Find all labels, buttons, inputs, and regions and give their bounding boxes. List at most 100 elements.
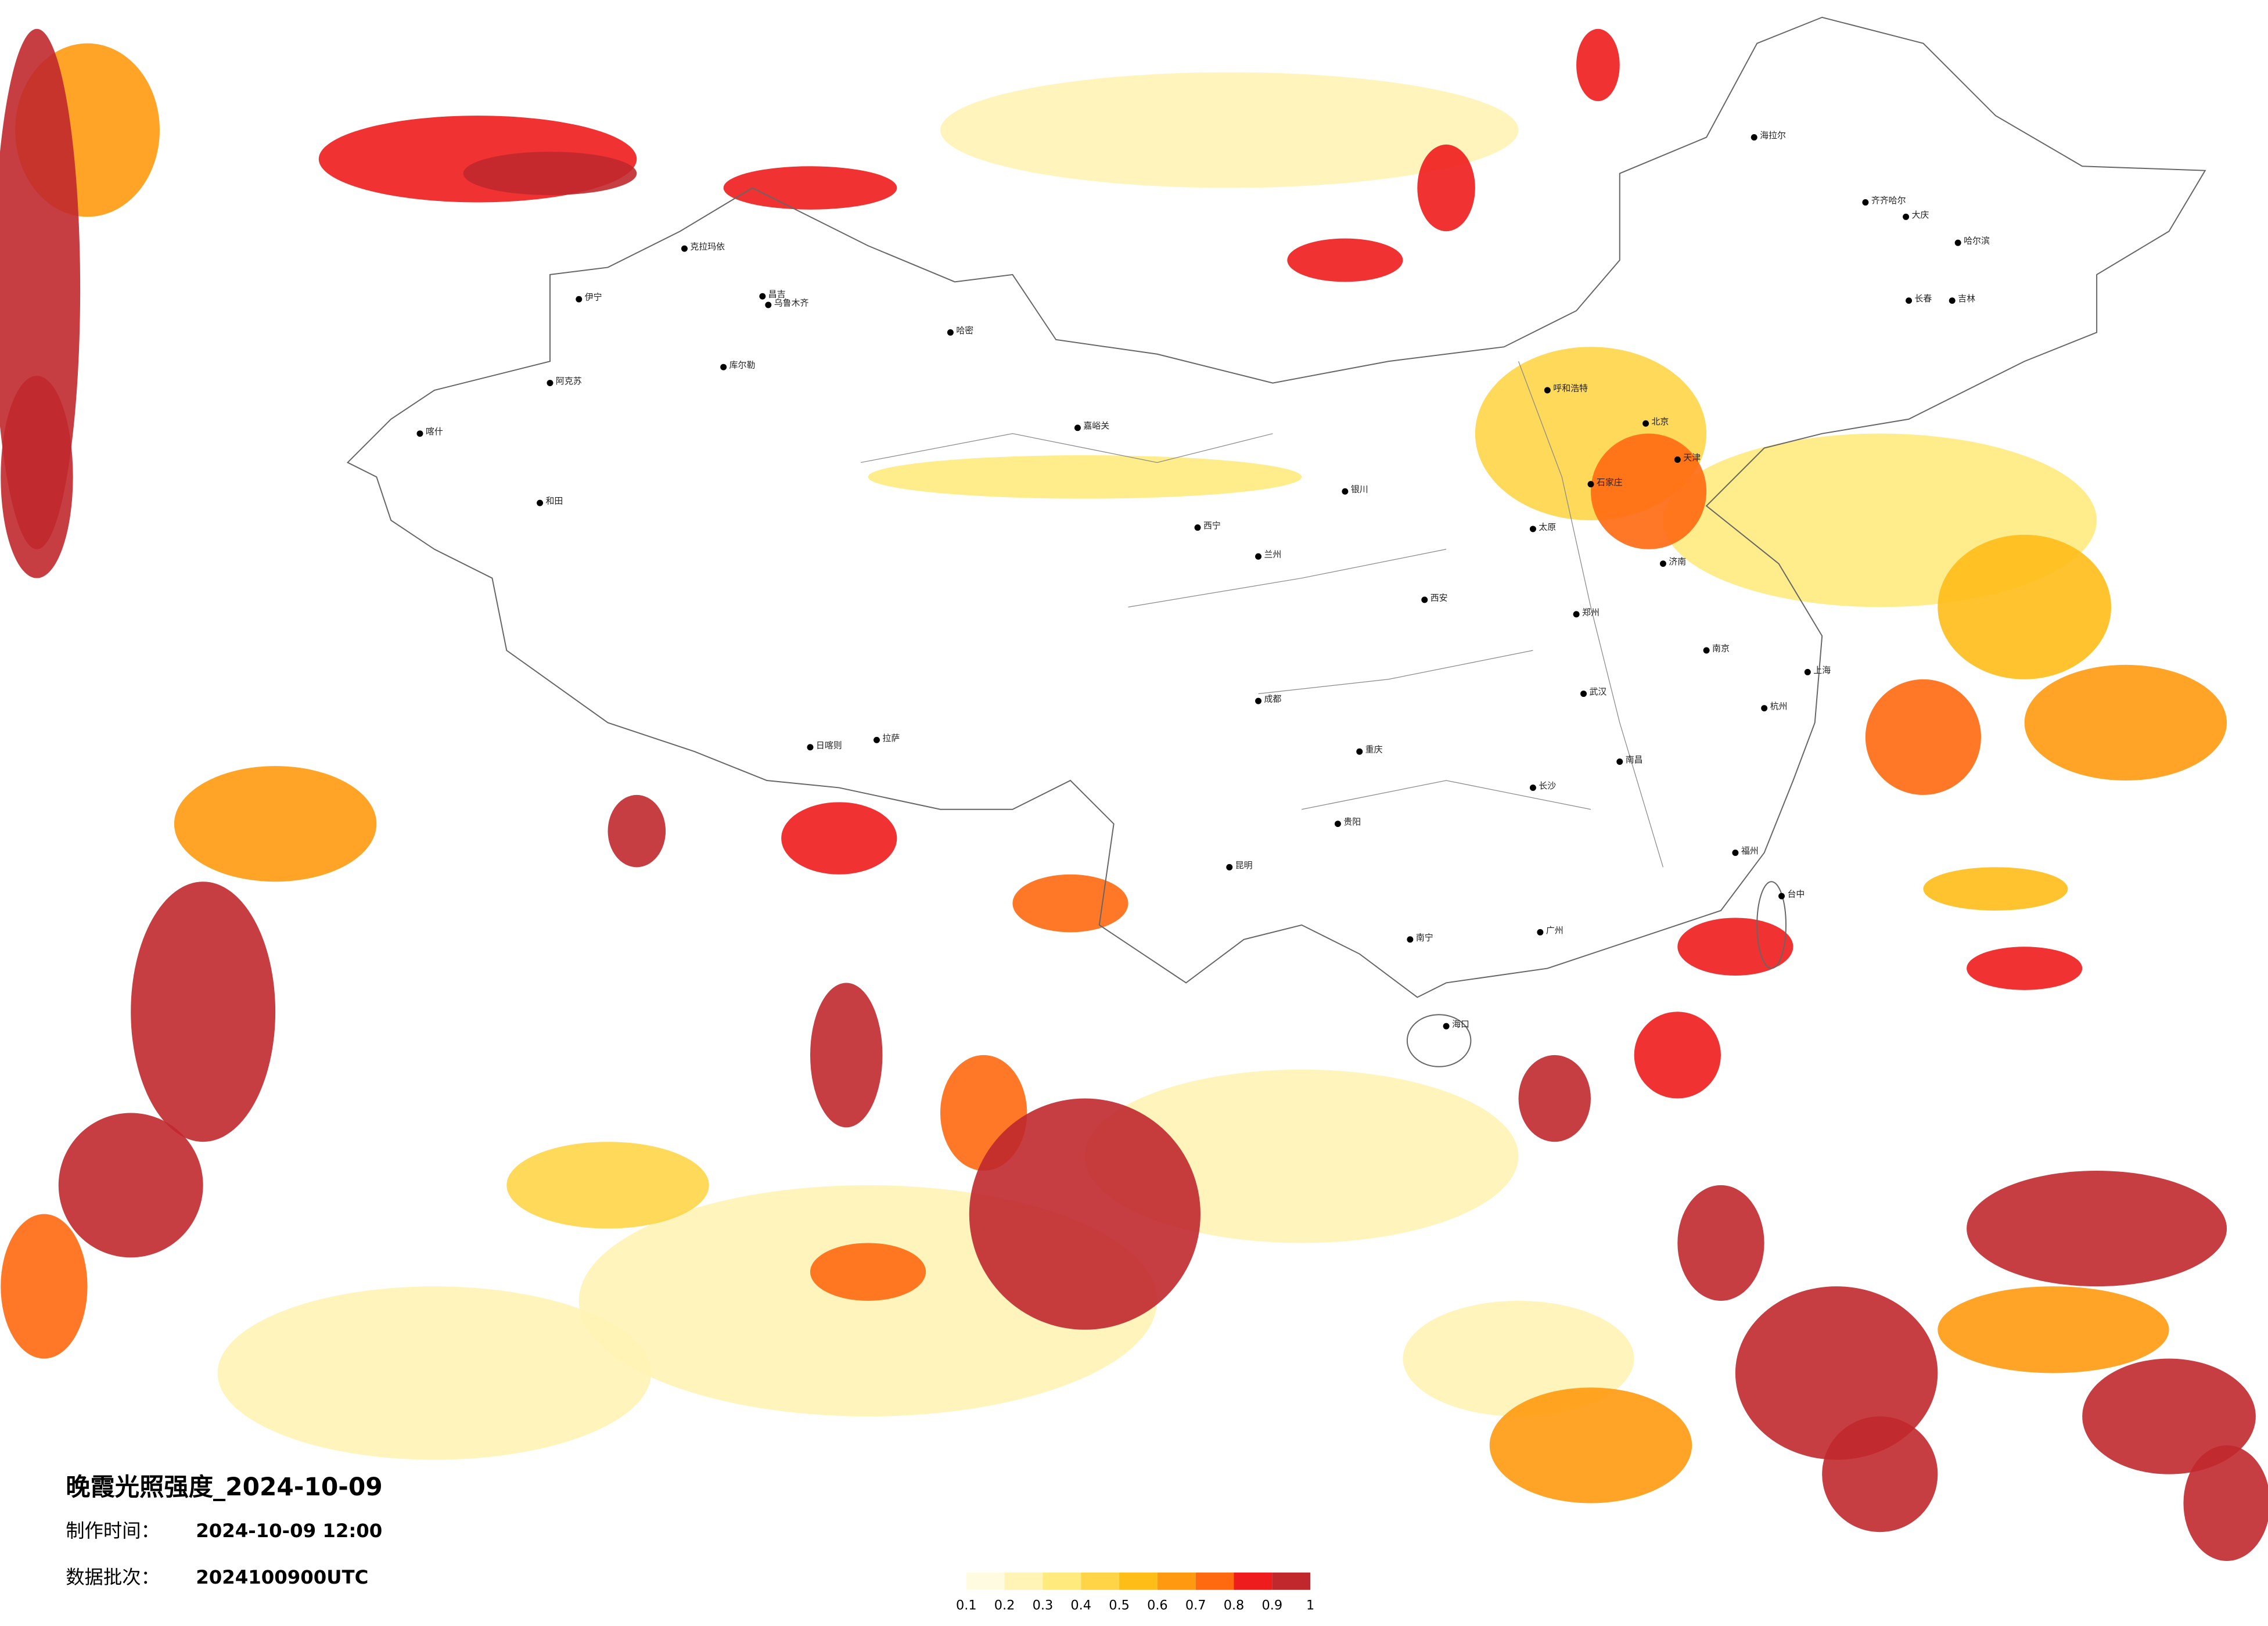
map-title: 晚霞光照强度_2024-10-09	[66, 1473, 382, 1501]
intensity-patch	[810, 1243, 926, 1301]
city-label: 北京	[1652, 416, 1669, 427]
city-dot	[1580, 690, 1587, 697]
intensity-patch	[1923, 867, 2068, 911]
city-dot	[416, 430, 423, 437]
legend-tick-label: 0.2	[994, 1598, 1015, 1613]
city-label: 南昌	[1626, 754, 1643, 765]
intensity-patch	[1518, 1055, 1591, 1142]
intensity-patch	[463, 152, 637, 195]
legend-tick-label: 0.3	[1033, 1598, 1054, 1613]
city-label: 库尔勒	[729, 360, 756, 370]
city-label: 大庆	[1912, 210, 1929, 220]
city-dot	[1226, 864, 1233, 870]
city-dot	[1342, 488, 1349, 495]
city-label: 哈尔滨	[1964, 236, 1990, 246]
city-label: 南宁	[1416, 932, 1433, 942]
intensity-patch	[1, 376, 73, 578]
city-label: 伊宁	[585, 292, 602, 303]
intensity-patch	[1938, 534, 2111, 679]
hainan-outline	[1406, 1014, 1472, 1067]
intensity-patch	[1634, 1012, 1721, 1099]
city-label: 哈密	[956, 325, 973, 336]
city-dot	[1529, 784, 1536, 791]
city-dot	[1537, 929, 1544, 936]
intensity-field	[0, 28, 2268, 1561]
city-label: 济南	[1669, 556, 1686, 567]
city-label: 齐齐哈尔	[1871, 195, 1906, 206]
city-dot	[537, 499, 544, 506]
city-label: 日喀则	[816, 740, 842, 750]
city-label: 上海	[1813, 665, 1831, 675]
made-time: 2024-10-09 12:00	[196, 1520, 382, 1542]
city-label: 拉萨	[882, 733, 900, 743]
country-border	[346, 16, 2206, 998]
city-dot	[1194, 524, 1201, 531]
legend-tick-label: 0.1	[956, 1598, 977, 1613]
city-dot	[1529, 526, 1536, 533]
city-label: 阿克苏	[556, 376, 582, 386]
city-dot	[1642, 420, 1649, 427]
taiwan-outline	[1756, 881, 1787, 969]
city-dot	[1903, 213, 1910, 220]
city-dot	[1544, 387, 1551, 394]
city-dot	[874, 736, 880, 743]
legend-tick-label: 0.6	[1147, 1598, 1168, 1613]
city-label: 西安	[1430, 592, 1448, 603]
city-dot	[759, 293, 766, 300]
province-borders	[860, 361, 1664, 868]
city-dot	[947, 329, 954, 336]
intensity-patch	[1735, 1286, 1938, 1460]
city-label: 嘉峪关	[1083, 420, 1109, 431]
legend-tick-label: 0.5	[1109, 1598, 1130, 1613]
intensity-patch	[810, 983, 883, 1128]
intensity-patch	[1677, 1185, 1764, 1301]
city-label: 银川	[1351, 484, 1368, 495]
intensity-patch	[1012, 874, 1128, 933]
city-dot	[1443, 1023, 1450, 1030]
intensity-patch	[1489, 1387, 1692, 1503]
legend-swatch	[966, 1572, 1005, 1590]
legend-swatch	[1081, 1572, 1120, 1590]
intensity-patch	[969, 1098, 1201, 1330]
intensity-patch	[2082, 1358, 2256, 1474]
intensity-patch	[58, 1113, 203, 1258]
city-label: 成都	[1264, 694, 1282, 704]
city-dot	[1255, 697, 1262, 704]
city-dot	[1407, 936, 1414, 943]
intensity-patch	[2024, 664, 2227, 780]
legend-tick-label: 0.4	[1070, 1598, 1091, 1613]
intensity-patch	[1967, 947, 2083, 990]
city-dot	[765, 301, 772, 308]
intensity-patch	[1287, 238, 1403, 282]
intensity-patch	[1590, 433, 1707, 549]
city-label: 郑州	[1582, 607, 1600, 617]
city-dot	[720, 364, 727, 370]
intensity-patch	[1967, 1171, 2227, 1287]
intensity-patch	[1865, 679, 1981, 795]
city-label: 武汉	[1590, 686, 1607, 697]
intensity-patch	[506, 1142, 709, 1229]
batch-label: 数据批次：	[66, 1566, 160, 1588]
city-label: 昌吉	[768, 289, 786, 300]
city-label: 广州	[1546, 925, 1563, 936]
city-dot	[1703, 647, 1710, 654]
city-label: 天津	[1683, 452, 1701, 463]
intensity-patch	[217, 1286, 652, 1460]
intensity-patch	[608, 794, 666, 868]
city-label: 贵阳	[1343, 816, 1361, 827]
made-time-label: 制作时间：	[66, 1520, 160, 1542]
city-dot	[807, 744, 814, 751]
city-dot	[1732, 849, 1739, 856]
city-dot	[1616, 758, 1623, 765]
city-dot	[547, 380, 553, 387]
intensity-patch	[940, 72, 1519, 188]
city-dot	[1255, 553, 1262, 560]
city-label: 福州	[1741, 846, 1759, 856]
city-label: 重庆	[1365, 744, 1383, 755]
city-label: 喀什	[426, 426, 443, 437]
city-label: 海口	[1452, 1019, 1469, 1030]
intensity-patch	[131, 882, 276, 1142]
city-dot	[1674, 456, 1681, 463]
city-label: 吉林	[1958, 293, 1975, 304]
